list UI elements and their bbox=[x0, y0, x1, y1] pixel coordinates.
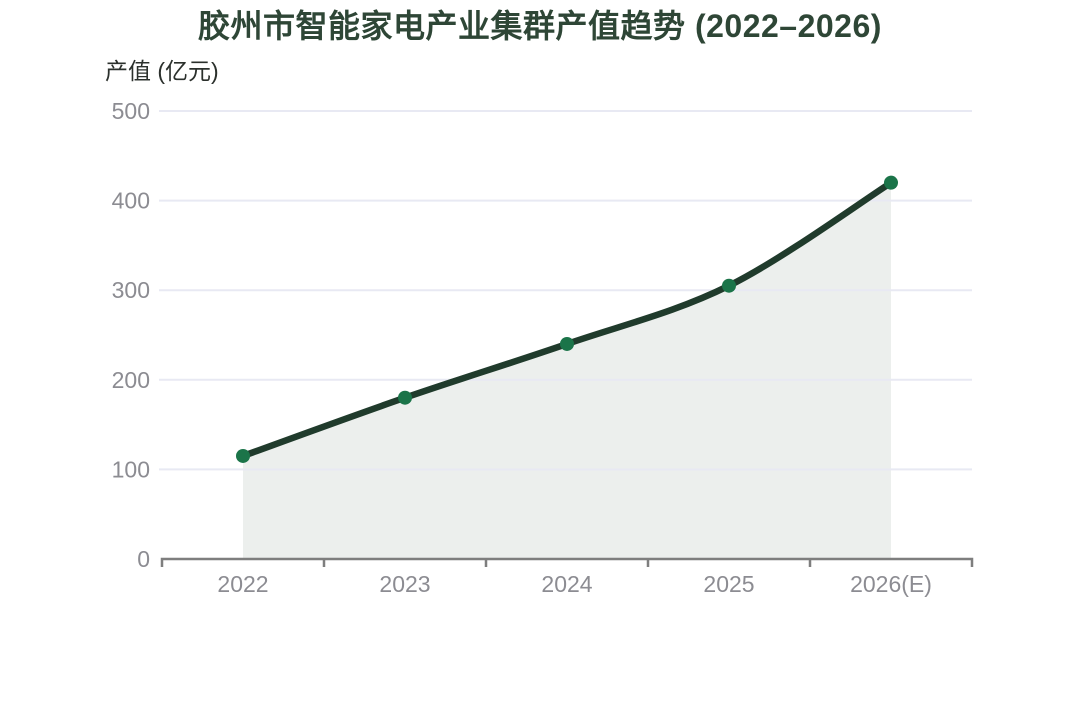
x-tick-label: 2026(E) bbox=[850, 571, 932, 597]
y-tick-label: 100 bbox=[112, 456, 150, 482]
x-tick-label: 2022 bbox=[217, 571, 268, 597]
data-point bbox=[236, 448, 250, 463]
x-tick-label: 2024 bbox=[541, 571, 592, 597]
x-tick-label: 2023 bbox=[379, 571, 430, 597]
y-axis-title: 产值 (亿元) bbox=[105, 58, 219, 84]
data-point bbox=[722, 278, 736, 293]
y-tick-label: 500 bbox=[112, 98, 150, 124]
y-tick-label: 200 bbox=[112, 367, 150, 393]
area-fill bbox=[243, 182, 891, 559]
x-axis-line bbox=[160, 557, 974, 567]
y-tick-label: 300 bbox=[112, 277, 150, 303]
y-tick-label: 0 bbox=[137, 546, 150, 572]
data-point bbox=[884, 175, 898, 190]
y-tick-label: 400 bbox=[112, 188, 150, 214]
data-point bbox=[560, 336, 574, 351]
data-point bbox=[398, 390, 412, 405]
x-tick-label: 2025 bbox=[703, 571, 754, 597]
chart-title: 胶州市智能家电产业集群产值趋势 (2022–2026) bbox=[198, 8, 882, 44]
